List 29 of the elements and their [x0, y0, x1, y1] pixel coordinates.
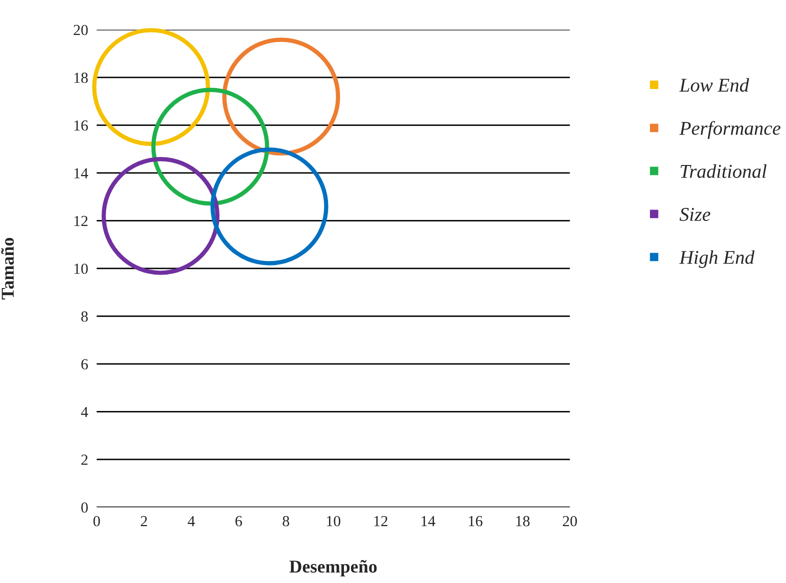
x-tick-label: 6 — [235, 516, 242, 526]
y-tick-label: 18 — [74, 72, 88, 83]
x-tick-label: 14 — [422, 516, 436, 526]
x-tick-label: 8 — [282, 516, 290, 526]
y-tick-label: 12 — [74, 216, 88, 226]
y-tick-label: 0 — [81, 502, 88, 513]
x-tick-label: 2 — [140, 516, 147, 526]
y-tick-label: 20 — [74, 24, 88, 36]
x-tick-label: 4 — [188, 516, 195, 526]
x-tick-label: 16 — [468, 516, 482, 526]
x-tick-label: 10 — [326, 516, 340, 526]
legend-label: Low End — [679, 78, 750, 92]
x-tick-label: 20 — [562, 516, 577, 526]
x-axis-title: Desempeño — [289, 560, 377, 576]
y-axis-title: Tamaño — [1, 238, 14, 300]
x-tick-label: 18 — [516, 516, 530, 526]
y-tick-label: 8 — [81, 311, 88, 322]
x-tick-label: 12 — [374, 516, 388, 526]
y-tick-label: 14 — [74, 168, 88, 178]
legend-label: Size — [680, 208, 710, 221]
y-tick-label: 2 — [81, 454, 88, 465]
x-tick-label: 0 — [93, 516, 100, 526]
legend-label: High End — [679, 250, 755, 268]
legend-label: Traditional — [680, 164, 766, 178]
y-tick-label: 16 — [74, 120, 88, 131]
y-tick-label: 10 — [74, 264, 88, 274]
y-tick-label: 4 — [81, 406, 88, 418]
y-tick-label: 6 — [81, 359, 88, 370]
legend-label: Performance — [679, 121, 780, 139]
